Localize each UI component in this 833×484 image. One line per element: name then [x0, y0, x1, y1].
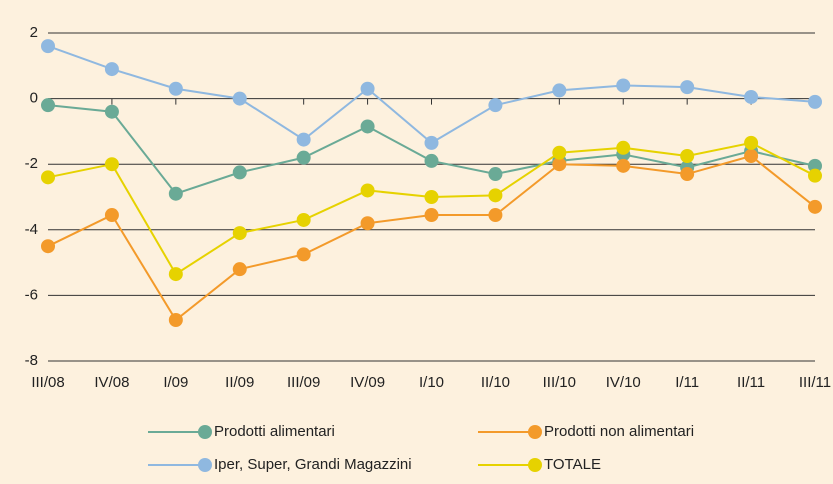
x-tick-label: I/09 — [163, 374, 188, 391]
data-point — [488, 208, 503, 223]
x-tick-label: IV/09 — [350, 374, 385, 391]
y-tick-label: -4 — [25, 221, 38, 238]
data-point — [41, 239, 55, 254]
data-point — [168, 267, 183, 282]
legend-marker — [528, 425, 542, 439]
x-tick-label: IV/08 — [94, 374, 129, 391]
legend-marker — [198, 458, 212, 472]
series-line — [47, 45, 816, 145]
x-tick-label: II/09 — [225, 374, 254, 391]
data-point — [360, 81, 375, 96]
data-point — [232, 226, 247, 241]
x-tick-label: II/11 — [737, 374, 765, 391]
data-point — [808, 158, 822, 173]
data-point — [552, 145, 567, 160]
data-point — [296, 247, 311, 262]
x-tick-label: III/08 — [31, 374, 64, 391]
data-point — [616, 78, 631, 93]
data-point — [744, 135, 759, 150]
data-point — [488, 98, 503, 113]
data-point — [680, 80, 695, 95]
x-tick-label: III/11 — [799, 374, 831, 391]
data-point — [616, 140, 631, 155]
data-point — [552, 83, 567, 98]
data-point — [424, 190, 439, 204]
data-point — [360, 183, 375, 198]
data-point — [424, 135, 439, 150]
y-tick-label: -8 — [25, 352, 38, 369]
data-point — [808, 168, 822, 183]
x-tick-label: II/10 — [481, 374, 510, 391]
data-point — [168, 313, 183, 327]
data-point — [744, 149, 759, 163]
x-tick-label: III/09 — [287, 374, 320, 391]
data-point — [808, 199, 822, 214]
y-tick-label: -6 — [25, 286, 38, 303]
y-tick-label: -2 — [25, 155, 38, 172]
x-tick-label: III/10 — [543, 374, 576, 391]
data-point — [680, 167, 695, 182]
data-point — [296, 150, 311, 165]
x-tick-label: I/10 — [419, 374, 444, 391]
data-point — [424, 208, 439, 223]
data-point — [168, 81, 183, 96]
data-point — [296, 132, 311, 147]
legend-marker — [528, 458, 542, 472]
data-point — [104, 104, 119, 119]
legend-marker — [198, 425, 212, 439]
x-tick-label: IV/10 — [606, 374, 641, 391]
data-point — [360, 119, 375, 134]
y-tick-label: 0 — [30, 90, 38, 107]
legend-label: Prodotti non alimentari — [544, 423, 694, 440]
data-point — [41, 170, 55, 185]
data-point — [232, 262, 247, 277]
legend-label: Prodotti alimentari — [214, 423, 335, 440]
data-point — [808, 94, 822, 109]
data-point — [168, 186, 183, 201]
data-point — [424, 153, 439, 168]
data-point — [744, 89, 759, 104]
data-point — [488, 167, 503, 182]
data-point — [360, 216, 375, 231]
data-point — [232, 91, 247, 106]
y-tick-label: 2 — [30, 24, 38, 41]
legend-label: Iper, Super, Grandi Magazzini — [214, 456, 412, 473]
data-point — [680, 149, 695, 163]
data-point — [41, 39, 55, 54]
data-point — [104, 157, 119, 172]
data-point — [296, 212, 311, 227]
data-point — [232, 165, 247, 180]
data-point — [552, 157, 567, 172]
legend-label: TOTALE — [544, 456, 601, 473]
data-point — [104, 62, 119, 77]
data-point — [41, 98, 55, 113]
data-point — [104, 208, 119, 223]
data-point — [488, 188, 503, 203]
x-tick-label: I/11 — [675, 374, 699, 391]
data-point — [616, 158, 631, 173]
